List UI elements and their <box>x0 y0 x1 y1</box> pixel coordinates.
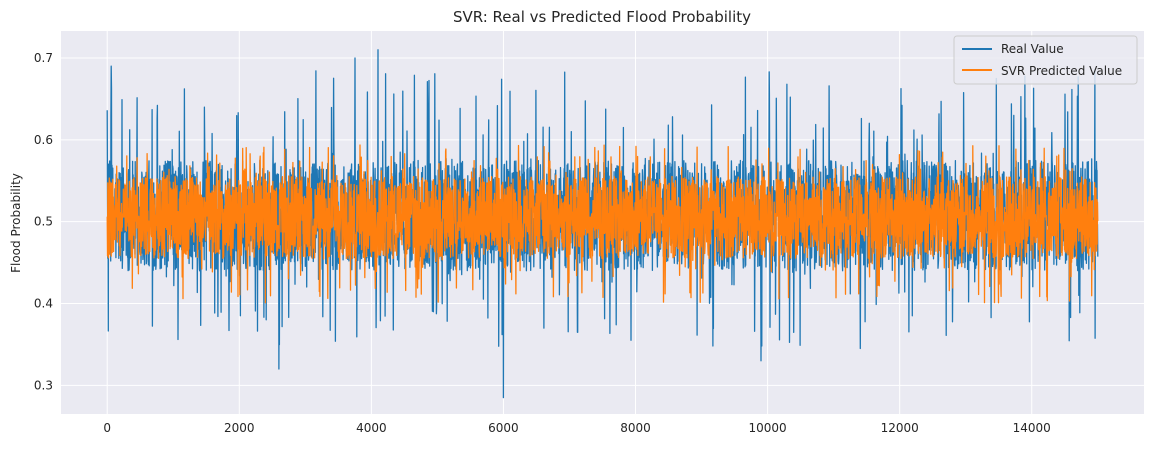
y-tick-label: 0.3 <box>34 378 53 392</box>
series-layer <box>106 49 1099 399</box>
series-line-predicted <box>106 144 1099 304</box>
x-tick-label: 4000 <box>356 421 387 435</box>
y-axis-ticks: 0.3 0.4 0.5 0.6 0.7 <box>34 51 53 392</box>
x-tick-label: 12000 <box>881 421 919 435</box>
y-tick-label: 0.4 <box>34 297 53 311</box>
x-axis-ticks: 0 2000 4000 6000 8000 10000 12000 14000 <box>103 421 1050 435</box>
legend-label-real: Real Value <box>1001 42 1064 56</box>
x-tick-label: 0 <box>103 421 111 435</box>
legend: Real Value SVR Predicted Value <box>953 35 1138 85</box>
x-tick-label: 8000 <box>620 421 651 435</box>
x-tick-label: 6000 <box>488 421 519 435</box>
legend-box <box>953 35 1138 85</box>
x-tick-label: 14000 <box>1013 421 1051 435</box>
chart-title: SVR: Real vs Predicted Flood Probability <box>453 8 751 26</box>
x-tick-label: 10000 <box>748 421 786 435</box>
y-tick-label: 0.5 <box>34 215 53 229</box>
y-tick-label: 0.7 <box>34 51 53 65</box>
x-tick-label: 2000 <box>224 421 255 435</box>
y-tick-label: 0.6 <box>34 133 53 147</box>
y-axis-label: Flood Probability <box>9 173 23 273</box>
legend-label-predicted: SVR Predicted Value <box>1001 64 1122 78</box>
